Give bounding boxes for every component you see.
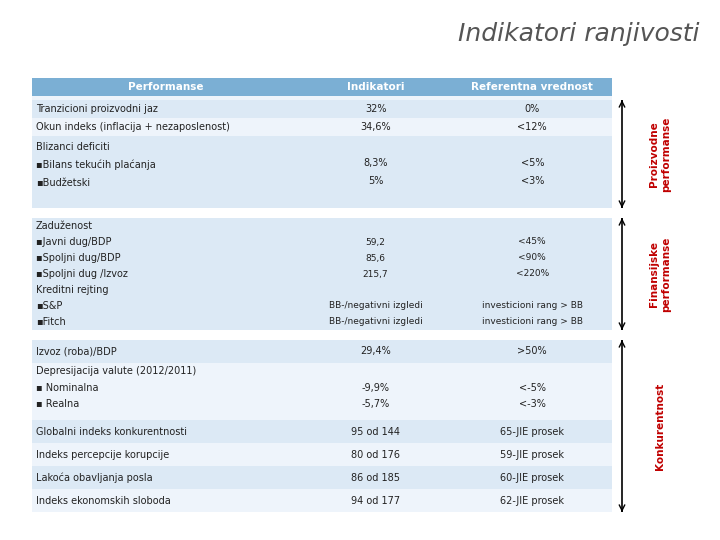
Text: 95 od 144: 95 od 144: [351, 427, 400, 437]
Bar: [32, 466, 612, 489]
Text: Indikatori ranjivosti: Indikatori ranjivosti: [459, 22, 700, 46]
Bar: [32, 118, 612, 136]
Text: investicioni rang > BB: investicioni rang > BB: [482, 301, 582, 310]
Text: ▪Fitch: ▪Fitch: [36, 317, 66, 327]
Text: <-3%: <-3%: [519, 399, 546, 409]
Bar: [32, 96, 612, 100]
Text: <45%: <45%: [518, 238, 546, 246]
Bar: [32, 340, 612, 363]
Text: 29,4%: 29,4%: [360, 347, 391, 356]
Text: ▪ Realna: ▪ Realna: [36, 399, 79, 409]
Text: Proizvodne
performanse: Proizvodne performanse: [649, 116, 671, 192]
Text: ▪Bilans tekućih plaćanja: ▪Bilans tekućih plaćanja: [36, 159, 156, 170]
Text: 34,6%: 34,6%: [360, 122, 391, 132]
Text: Izvoz (roba)/BDP: Izvoz (roba)/BDP: [36, 347, 117, 356]
Bar: [32, 489, 612, 512]
Text: Lakoća obavljanja posla: Lakoća obavljanja posla: [36, 472, 153, 483]
Text: -5,7%: -5,7%: [361, 399, 390, 409]
Text: 86 od 185: 86 od 185: [351, 472, 400, 483]
Text: -9,9%: -9,9%: [361, 382, 390, 393]
Text: Globalni indeks konkurentnosti: Globalni indeks konkurentnosti: [36, 427, 187, 437]
Text: 59,2: 59,2: [366, 238, 386, 246]
Text: <-5%: <-5%: [518, 382, 546, 393]
Text: ▪Spoljni dug/BDP: ▪Spoljni dug/BDP: [36, 253, 121, 263]
Text: 60-JIE prosek: 60-JIE prosek: [500, 472, 564, 483]
Text: 65-JIE prosek: 65-JIE prosek: [500, 427, 564, 437]
Text: Indeks percepcije korupcije: Indeks percepcije korupcije: [36, 450, 169, 460]
Text: Tranzicioni proizvodni jaz: Tranzicioni proizvodni jaz: [36, 104, 158, 114]
Text: 8,3%: 8,3%: [364, 158, 388, 168]
Text: 5%: 5%: [368, 176, 383, 186]
Text: BB-/negativni izgledi: BB-/negativni izgledi: [329, 301, 423, 310]
Text: <3%: <3%: [521, 176, 544, 186]
Text: 85,6: 85,6: [366, 253, 386, 262]
Text: >50%: >50%: [518, 347, 547, 356]
Text: Indikatori: Indikatori: [347, 82, 405, 92]
Bar: [32, 136, 612, 208]
Text: ▪Budžetski: ▪Budžetski: [36, 178, 90, 188]
Text: ▪ Nominalna: ▪ Nominalna: [36, 382, 99, 393]
Bar: [32, 443, 612, 466]
Text: Performanse: Performanse: [127, 82, 203, 92]
Bar: [32, 420, 612, 443]
Text: Indeks ekonomskih sloboda: Indeks ekonomskih sloboda: [36, 496, 171, 505]
Bar: [32, 363, 612, 420]
Text: ▪S&P: ▪S&P: [36, 301, 63, 311]
Text: 0%: 0%: [525, 104, 540, 114]
Text: <90%: <90%: [518, 253, 546, 262]
Text: Konkurentnost: Konkurentnost: [655, 382, 665, 470]
Text: Depresijacija valute (2012/2011): Depresijacija valute (2012/2011): [36, 366, 197, 376]
Text: Blizanci deficiti: Blizanci deficiti: [36, 142, 109, 152]
Text: <12%: <12%: [518, 122, 547, 132]
Text: Kreditni rejting: Kreditni rejting: [36, 285, 109, 295]
Bar: [32, 100, 612, 118]
Text: <220%: <220%: [516, 269, 549, 279]
Text: 62-JIE prosek: 62-JIE prosek: [500, 496, 564, 505]
Text: Finansijske
performanse: Finansijske performanse: [649, 237, 671, 312]
Bar: [32, 218, 612, 330]
Text: Okun indeks (inflacija + nezaposlenost): Okun indeks (inflacija + nezaposlenost): [36, 122, 230, 132]
Text: ▪Javni dug/BDP: ▪Javni dug/BDP: [36, 237, 112, 247]
Bar: [32, 78, 612, 96]
Text: Zaduženost: Zaduženost: [36, 221, 93, 231]
Text: BB-/negativni izgledi: BB-/negativni izgledi: [329, 318, 423, 327]
Text: investicioni rang > BB: investicioni rang > BB: [482, 318, 582, 327]
Text: 32%: 32%: [365, 104, 387, 114]
Text: 94 od 177: 94 od 177: [351, 496, 400, 505]
Text: 59-JIE prosek: 59-JIE prosek: [500, 450, 564, 460]
Text: <5%: <5%: [521, 158, 544, 168]
Text: 215,7: 215,7: [363, 269, 389, 279]
Text: 80 od 176: 80 od 176: [351, 450, 400, 460]
Text: ▪Spoljni dug /Izvoz: ▪Spoljni dug /Izvoz: [36, 269, 128, 279]
Text: Referentna vrednost: Referentna vrednost: [472, 82, 593, 92]
